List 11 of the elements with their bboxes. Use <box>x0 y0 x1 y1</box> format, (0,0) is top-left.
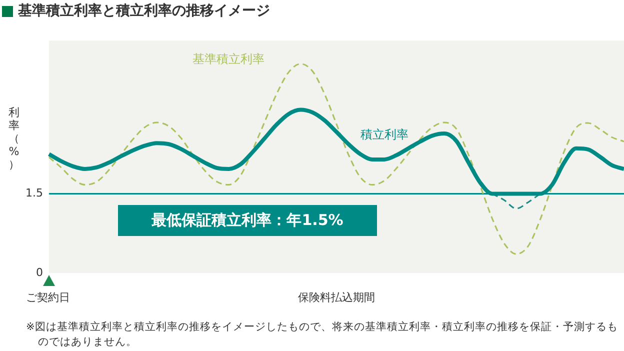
y-tick-label: 1.5 <box>26 186 43 200</box>
chart-title: 基準積立利率と積立利率の推移イメージ <box>18 2 270 20</box>
series-label: 積立利率 <box>360 128 408 142</box>
y-tick-label: 0 <box>36 266 43 279</box>
line-series <box>48 63 624 255</box>
y-axis-title: 利率（%） <box>8 106 20 171</box>
text: ご契約日 <box>26 290 70 304</box>
line-series <box>47 108 624 196</box>
text: ※図は基準積立利率と積立利率の推移をイメージしたもので、将来の基準積立利率・積立利率の推移を保証・予測するものではありません。 <box>26 320 619 350</box>
x-axis-title: 保険料払込期間 <box>298 290 375 304</box>
series-label: 基準積立利率 <box>192 52 265 66</box>
